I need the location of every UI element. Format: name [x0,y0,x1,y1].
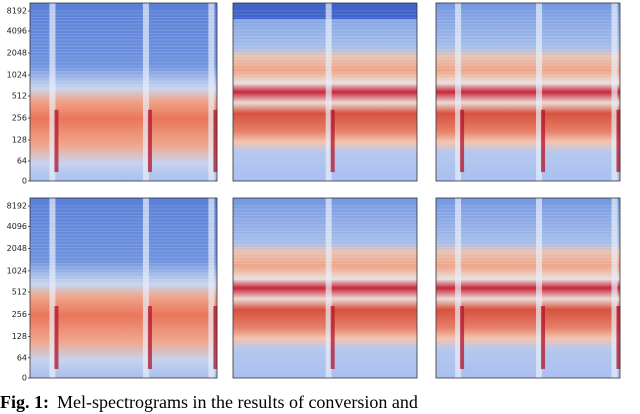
y-tick-label: 128 [12,136,27,145]
panel-frame [232,2,418,182]
panel-frame [29,2,218,182]
onset-stripe [611,198,618,378]
y-tick-label: 512 [12,288,27,297]
caption-text: Mel-spectrograms in the results of conve… [57,392,418,412]
y-tick-label: 64 [17,353,27,362]
onset-stripe [536,3,543,181]
panel-frame [435,197,621,379]
onset-red [147,306,152,369]
onset-stripe [208,198,215,378]
panel-frame [232,197,418,379]
spectrogram [233,198,417,378]
onset-stripe [325,3,332,181]
onset-stripe [325,198,332,378]
spectrogram [30,3,217,181]
y-tick-label: 2048 [7,49,27,58]
onset-stripe [49,3,56,181]
spectrogram [30,198,217,378]
y-tick-label: 256 [12,114,27,123]
onset-red [541,109,546,173]
onset-red [147,109,152,173]
y-tick-label: 4096 [7,27,27,36]
caption: Fig. 1: Mel-spectrograms in the results o… [0,392,418,412]
y-tick-label: 2048 [7,244,27,253]
spectrogram [436,3,620,181]
onset-stripe [536,198,543,378]
onset-red [54,109,59,173]
panel-frame [435,2,621,182]
onset-red [330,109,335,173]
y-tick-label: 256 [12,310,27,319]
onset-stripe [455,3,462,181]
onset-stripe [49,198,56,378]
y-tick-label: 1024 [7,266,27,275]
onset-stripe [455,198,462,378]
spectrogram [233,3,417,181]
onset-red [213,109,218,173]
y-tick-label: 4096 [7,222,27,231]
onset-red [460,306,465,369]
caption-label: Fig. 1: [0,392,49,412]
y-tick-label: 64 [17,157,27,166]
onset-stripe [142,3,149,181]
panel-frame [29,197,218,379]
onset-red [616,306,621,369]
onset-red [460,109,465,173]
y-tick-label: 8192 [7,7,27,16]
onset-stripe [611,3,618,181]
y-tick-label: 1024 [7,71,27,80]
spectrogram-top [233,3,417,19]
y-tick-label: 0 [22,374,27,383]
y-tick-label: 128 [12,332,27,341]
onset-red [54,306,59,369]
y-tick-label: 0 [22,177,27,186]
onset-red [330,306,335,369]
y-tick-label: 8192 [7,202,27,211]
onset-red [213,306,218,369]
onset-stripe [142,198,149,378]
onset-red [616,109,621,173]
onset-stripe [208,3,215,181]
spectrogram [436,198,620,378]
y-tick-label: 512 [12,92,27,101]
onset-red [541,306,546,369]
